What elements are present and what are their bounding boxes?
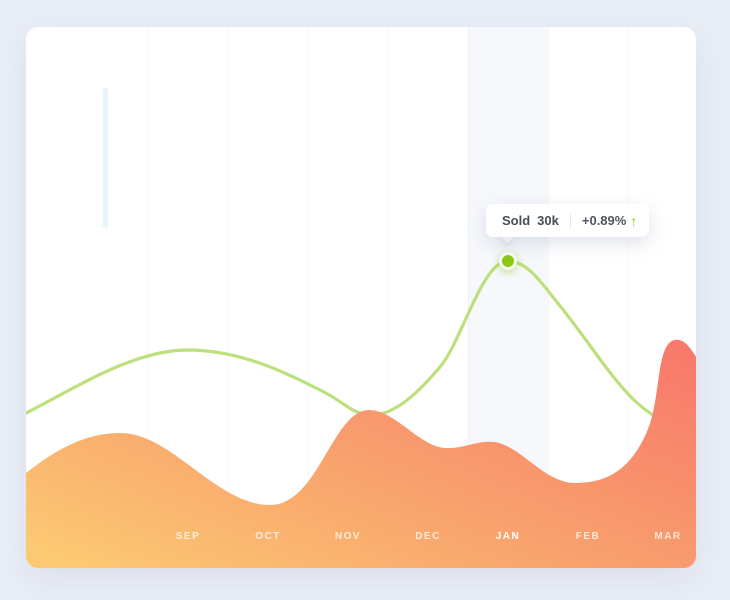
area-series <box>26 339 696 568</box>
x-label-jan-active: JAN <box>495 531 521 542</box>
tooltip-sold-value: 30k <box>537 213 559 228</box>
tooltip-sold-label: Sold <box>502 213 531 228</box>
x-label-sep: SEP <box>175 531 201 542</box>
line-series <box>26 259 672 426</box>
x-axis-labels: SEP OCT NOV DEC JAN FEB MAR <box>26 531 696 551</box>
area-line-chart[interactable] <box>26 27 696 568</box>
tooltip-divider <box>569 213 571 228</box>
gridline <box>548 27 549 568</box>
x-label-mar: MAR <box>654 531 682 542</box>
data-point-tooltip: Sold 30k +0.89% ↑ <box>486 204 650 237</box>
gridline <box>228 27 229 568</box>
x-label-nov: NOV <box>334 531 362 542</box>
decorative-accent-bar <box>103 88 108 228</box>
gridline <box>148 27 149 568</box>
up-arrow-icon: ↑ <box>630 212 638 229</box>
gridline <box>468 27 469 568</box>
tooltip-change-value: +0.89% <box>581 213 627 228</box>
gridline <box>628 27 629 568</box>
x-label-oct: OCT <box>255 531 281 542</box>
x-label-dec: DEC <box>415 531 441 542</box>
gridline <box>308 27 309 568</box>
gridline <box>388 27 389 568</box>
x-label-feb: FEB <box>575 531 601 542</box>
active-point-marker[interactable] <box>499 252 517 270</box>
chart-card: SEP OCT NOV DEC JAN FEB MAR Sold 30k +0.… <box>26 27 696 568</box>
